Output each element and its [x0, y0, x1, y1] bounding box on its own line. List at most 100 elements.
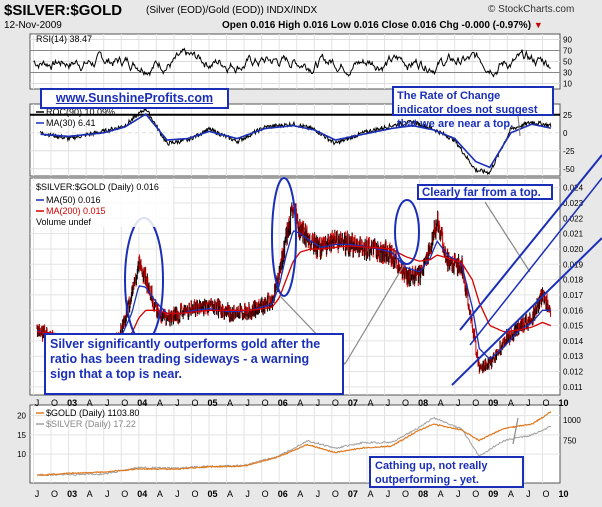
price-tick-4: 0.015: [563, 322, 584, 331]
pointer-line-3: [344, 264, 405, 365]
price-xlabel-21: O: [402, 398, 409, 408]
price-xlabel-10: 05: [208, 398, 218, 408]
gs-xlabel-2: 03: [67, 489, 77, 499]
price-xlabel-7: A: [157, 398, 163, 408]
gs-xlabel-6: 04: [137, 489, 147, 499]
gs-right-tick-0: 750: [563, 436, 577, 445]
gs-legend-1: $SILVER (Daily) 17.22: [46, 419, 136, 429]
roc-tick-2: 0: [563, 129, 568, 138]
chart-date: 12-Nov-2009: [4, 20, 62, 31]
silver-note: Silver significantly outperforms gold af…: [44, 333, 344, 395]
gs-xlabel-5: O: [121, 489, 128, 499]
gs-xlabel-20: J: [386, 489, 391, 499]
gs-xlabel-1: O: [51, 489, 58, 499]
gs-xlabel-18: 07: [348, 489, 358, 499]
price-xlabel-0: J: [35, 398, 40, 408]
roc-tick-0: -50: [563, 165, 575, 174]
gs-xlabel-21: O: [402, 489, 409, 499]
rsi-tick-4: 90: [563, 36, 572, 45]
price-xlabel-25: O: [472, 398, 479, 408]
gs-legend-0: $GOLD (Daily) 1103.80: [46, 408, 139, 418]
price-tick-2: 0.013: [563, 352, 584, 361]
price-legend-0: $SILVER:$GOLD (Daily) 0.016: [36, 182, 159, 192]
price-xlabel-6: 04: [137, 398, 147, 408]
ohlc-quote-text: Open 0.016 High 0.016 Low 0.016 Close 0.…: [222, 20, 532, 31]
gs-xlabel-26: 09: [488, 489, 498, 499]
gs-left-tick-0: 10: [17, 450, 26, 459]
price-tick-13: 0.024: [563, 184, 584, 193]
rsi-tick-0: 10: [563, 80, 572, 89]
price-xlabel-16: J: [316, 398, 321, 408]
gs-xlabel-15: A: [297, 489, 303, 499]
highlight-ellipse-2008: [394, 199, 420, 265]
gs-right-tick-1: 1000: [563, 416, 581, 425]
price-xlabel-8: J: [175, 398, 180, 408]
channel-lower: [451, 237, 602, 386]
ohlc-quote: Open 0.016 High 0.016 Low 0.016 Close 0.…: [222, 20, 543, 31]
price-legend-3: Volume undef: [36, 217, 92, 227]
gs-xlabel-4: J: [105, 489, 110, 499]
rsi-tick-3: 70: [563, 47, 572, 56]
channel-mid: [469, 177, 602, 346]
pointer-line-top: [484, 201, 531, 273]
price-tick-5: 0.016: [563, 306, 584, 315]
price-tick-3: 0.014: [563, 337, 584, 346]
gs-xlabel-7: A: [157, 489, 163, 499]
roc-note: The Rate of Change indicator does not su…: [392, 86, 554, 130]
gs-xlabel-8: J: [175, 489, 180, 499]
gs-gold-line: [36, 411, 552, 477]
site-label: www.SunshineProfits.com: [40, 88, 229, 109]
price-xlabel-9: O: [191, 398, 198, 408]
price-tick-11: 0.022: [563, 214, 584, 223]
roc-series-1: [40, 113, 552, 169]
price-xlabel-15: A: [297, 398, 303, 408]
rsi-line: [33, 47, 551, 78]
gs-xlabel-22: 08: [418, 489, 428, 499]
watermark: © StockCharts.com: [488, 4, 575, 15]
price-legend-bg: [33, 181, 173, 227]
price-xlabel-28: J: [526, 398, 531, 408]
price-xlabel-23: A: [438, 398, 444, 408]
price-xlabel-2: 03: [67, 398, 77, 408]
gs-xlabel-29: O: [542, 489, 549, 499]
price-tick-0: 0.011: [563, 383, 583, 392]
rsi-tick-2: 50: [563, 58, 572, 67]
gs-xlabel-19: A: [367, 489, 373, 499]
price-xlabel-17: O: [332, 398, 339, 408]
pointer-line-catch: [512, 417, 519, 445]
rsi-tick-1: 30: [563, 69, 572, 78]
price-tick-1: 0.012: [563, 368, 584, 377]
channel-upper: [459, 154, 602, 331]
price-tick-6: 0.017: [563, 291, 584, 300]
price-xlabel-24: J: [456, 398, 461, 408]
roc-legend-1: MA(30) 6.41: [46, 118, 96, 128]
gs-xlabel-3: A: [87, 489, 93, 499]
price-xlabel-19: A: [367, 398, 373, 408]
price-xlabel-18: 07: [348, 398, 358, 408]
price-xlabel-4: J: [105, 398, 110, 408]
price-xlabel-29: O: [542, 398, 549, 408]
roc-legend-0: ROC(90) 10.09%: [46, 107, 115, 117]
top-note: Clearly far from a top.: [417, 184, 553, 200]
rsi-legend: RSI(14) 38.47: [36, 34, 92, 44]
price-xlabel-30: 10: [559, 398, 569, 408]
price-xlabel-20: J: [386, 398, 391, 408]
price-xlabel-22: 08: [418, 398, 428, 408]
price-xlabel-3: A: [87, 398, 93, 408]
pointer-line-roc: [517, 115, 521, 137]
gs-xlabel-28: J: [526, 489, 531, 499]
gs-xlabel-12: J: [245, 489, 250, 499]
gs-xlabel-25: O: [472, 489, 479, 499]
roc-tick-3: 25: [563, 111, 572, 120]
price-xlabel-26: 09: [488, 398, 498, 408]
price-legend-2: MA(200) 0.015: [46, 206, 106, 216]
gs-left-tick-2: 20: [17, 412, 26, 421]
highlight-ellipse-2006: [271, 177, 297, 297]
gs-xlabel-11: A: [227, 489, 233, 499]
price-xlabel-1: O: [51, 398, 58, 408]
price-legend-1: MA(50) 0.016: [46, 195, 101, 205]
price-xlabel-12: J: [245, 398, 250, 408]
gs-xlabel-0: J: [35, 489, 40, 499]
gs-xlabel-30: 10: [559, 489, 569, 499]
